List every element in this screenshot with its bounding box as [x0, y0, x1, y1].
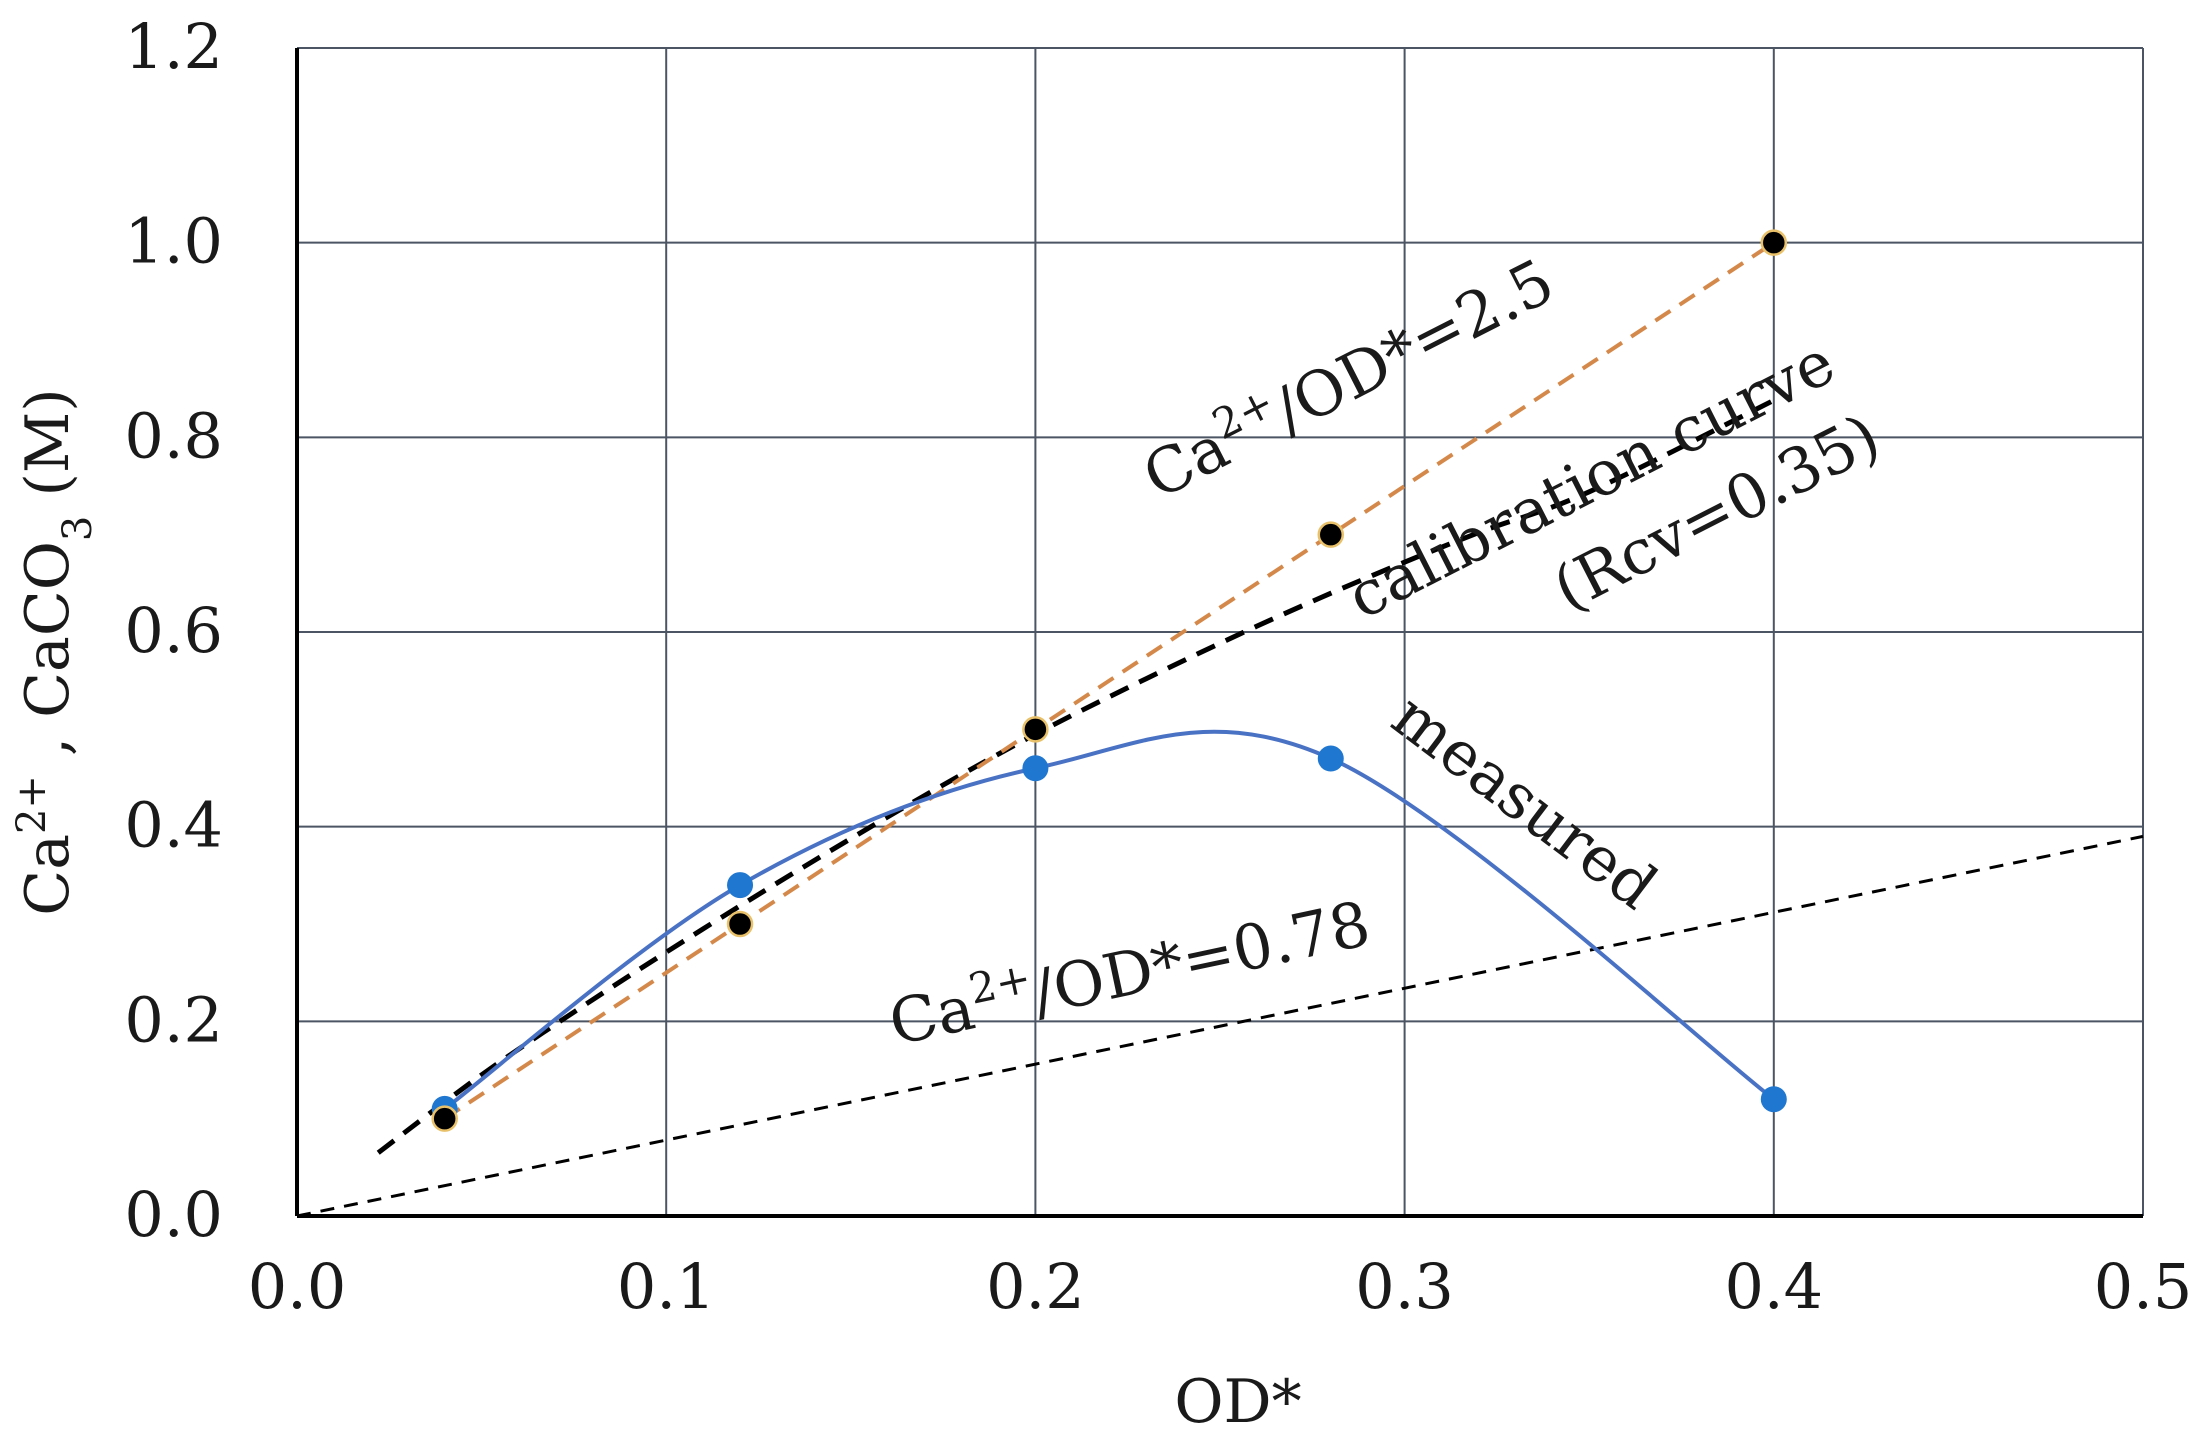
y-tick-label-1.2: 1.2 [124, 10, 223, 83]
x-tick-label-0.3: 0.3 [1355, 1250, 1454, 1323]
y-axis-title-caco: , CaCO [13, 541, 83, 775]
ratio-high-point-3 [1317, 521, 1345, 548]
measured-point-3 [1317, 745, 1344, 772]
annotation-ratio-low: Ca2+/OD*=0.78 [882, 881, 1376, 1059]
annotation-ratio-high: Ca2+/OD*=2.5 [1129, 239, 1565, 513]
grid [297, 47, 2144, 1216]
annotation-ratio-low-rest: /OD*=0.78 [1026, 887, 1376, 1030]
plot-frame [295, 48, 2143, 1218]
marker-layer [431, 229, 1788, 1132]
y-tick-label-0.0: 0.0 [124, 1178, 223, 1251]
x-tick-label-0.4: 0.4 [1724, 1250, 1823, 1323]
y-tick-label-1.0: 1.0 [124, 205, 223, 278]
series-ratio-low-line [296, 834, 2144, 1218]
y-axis-title-ca: Ca [13, 834, 83, 916]
annotation-ratio-low-sup: 2+ [964, 952, 1035, 1013]
measured-point-1 [727, 872, 754, 899]
y-axis-title-sup: 2+ [9, 775, 55, 834]
series-measured-line [443, 729, 1776, 1111]
measured-point-2 [1022, 755, 1049, 782]
x-tick-label-0.5: 0.5 [2094, 1250, 2190, 1323]
y-axis-title-sub: 3 [55, 516, 101, 541]
y-axis-title-unit: (M) [13, 388, 83, 515]
x-tick-label-0.1: 0.1 [617, 1250, 716, 1323]
y-tick-label-0.6: 0.6 [124, 594, 223, 667]
x-tick-label-0.0: 0.0 [248, 1250, 347, 1323]
series-layer [296, 240, 2144, 1218]
annotation-measured: measured [1379, 679, 1671, 924]
ratio-high-point-2 [1022, 716, 1049, 743]
annotation-ratio-low-base: Ca [883, 971, 981, 1060]
x-axis-title: OD* [1174, 1367, 1301, 1437]
tick-labels: 0.0 0.1 0.2 0.3 0.4 0.5 0.0 0.2 0.4 0.6 0.8 1.0 1.2 [124, 10, 2190, 1323]
y-tick-label-0.2: 0.2 [124, 983, 223, 1056]
y-tick-label-0.8: 0.8 [124, 399, 223, 472]
x-tick-label-0.2: 0.2 [986, 1250, 1085, 1323]
measured-point-4 [1760, 1086, 1787, 1113]
annotation-ratio-high-rest: /OD*=2.5 [1262, 244, 1565, 447]
y-tick-label-0.4: 0.4 [124, 789, 223, 862]
ratio-high-point-0 [431, 1105, 458, 1132]
y-axis-title: Ca2+ , CaCO3 (M) [9, 388, 101, 915]
ratio-high-point-4 [1760, 229, 1788, 256]
ratio-high-point-1 [726, 910, 754, 938]
